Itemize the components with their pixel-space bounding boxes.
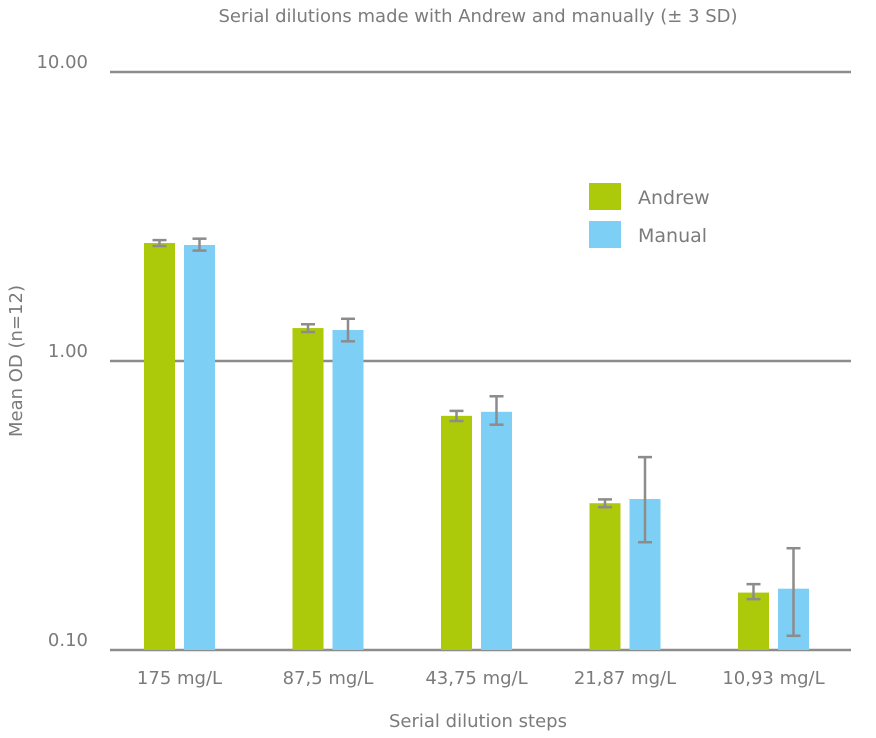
y-axis-label: Mean OD (n=12) <box>6 285 27 437</box>
bar-andrew-0 <box>144 243 175 650</box>
x-tick-labels: 175 mg/L 87,5 mg/L 43,75 mg/L 21,87 mg/L 10,… <box>137 668 825 689</box>
errorbar-andrew-3 <box>598 498 612 509</box>
legend-label-andrew: Andrew <box>638 187 710 209</box>
bar-manual-1 <box>332 330 364 650</box>
legend-label-manual: Manual <box>638 225 707 247</box>
bar-manual-0 <box>184 244 215 650</box>
y-tick-labels: 10.00 1.00 0.10 <box>36 52 88 651</box>
bar-andrew-1 <box>292 328 324 650</box>
errorbar-andrew-4 <box>746 582 761 601</box>
errorbar-andrew-1 <box>301 323 315 334</box>
legend: Andrew Manual <box>589 183 710 248</box>
x-tick-label-0: 175 mg/L <box>137 668 222 689</box>
gridlines <box>110 70 851 652</box>
chart-title: Serial dilutions made with Andrew and ma… <box>218 6 737 27</box>
errorbar-manual-1 <box>341 317 355 343</box>
bars <box>144 243 809 650</box>
x-tick-label-1: 87,5 mg/L <box>283 668 374 689</box>
errorbar-manual-4 <box>786 546 801 638</box>
bar-andrew-4 <box>738 592 769 650</box>
y-tick-label-2: 0.10 <box>48 630 88 651</box>
bar-manual-2 <box>481 411 512 650</box>
legend-swatch-manual <box>589 221 621 248</box>
y-tick-label-1: 1.00 <box>48 341 88 362</box>
error-bars <box>152 237 801 638</box>
errorbar-andrew-2 <box>449 409 464 423</box>
legend-swatch-andrew <box>589 183 621 210</box>
errorbar-andrew-0 <box>152 238 167 248</box>
x-tick-label-2: 43,75 mg/L <box>425 668 527 689</box>
y-tick-label-0: 10.00 <box>36 52 88 73</box>
errorbar-manual-2 <box>489 395 504 426</box>
x-axis-label: Serial dilution steps <box>389 711 567 732</box>
errorbar-manual-0 <box>192 237 207 252</box>
x-tick-label-4: 10,93 mg/L <box>722 668 824 689</box>
bar-andrew-3 <box>589 503 621 650</box>
bar-andrew-2 <box>441 415 472 650</box>
x-tick-label-3: 21,87 mg/L <box>574 668 676 689</box>
errorbar-manual-3 <box>638 455 652 544</box>
